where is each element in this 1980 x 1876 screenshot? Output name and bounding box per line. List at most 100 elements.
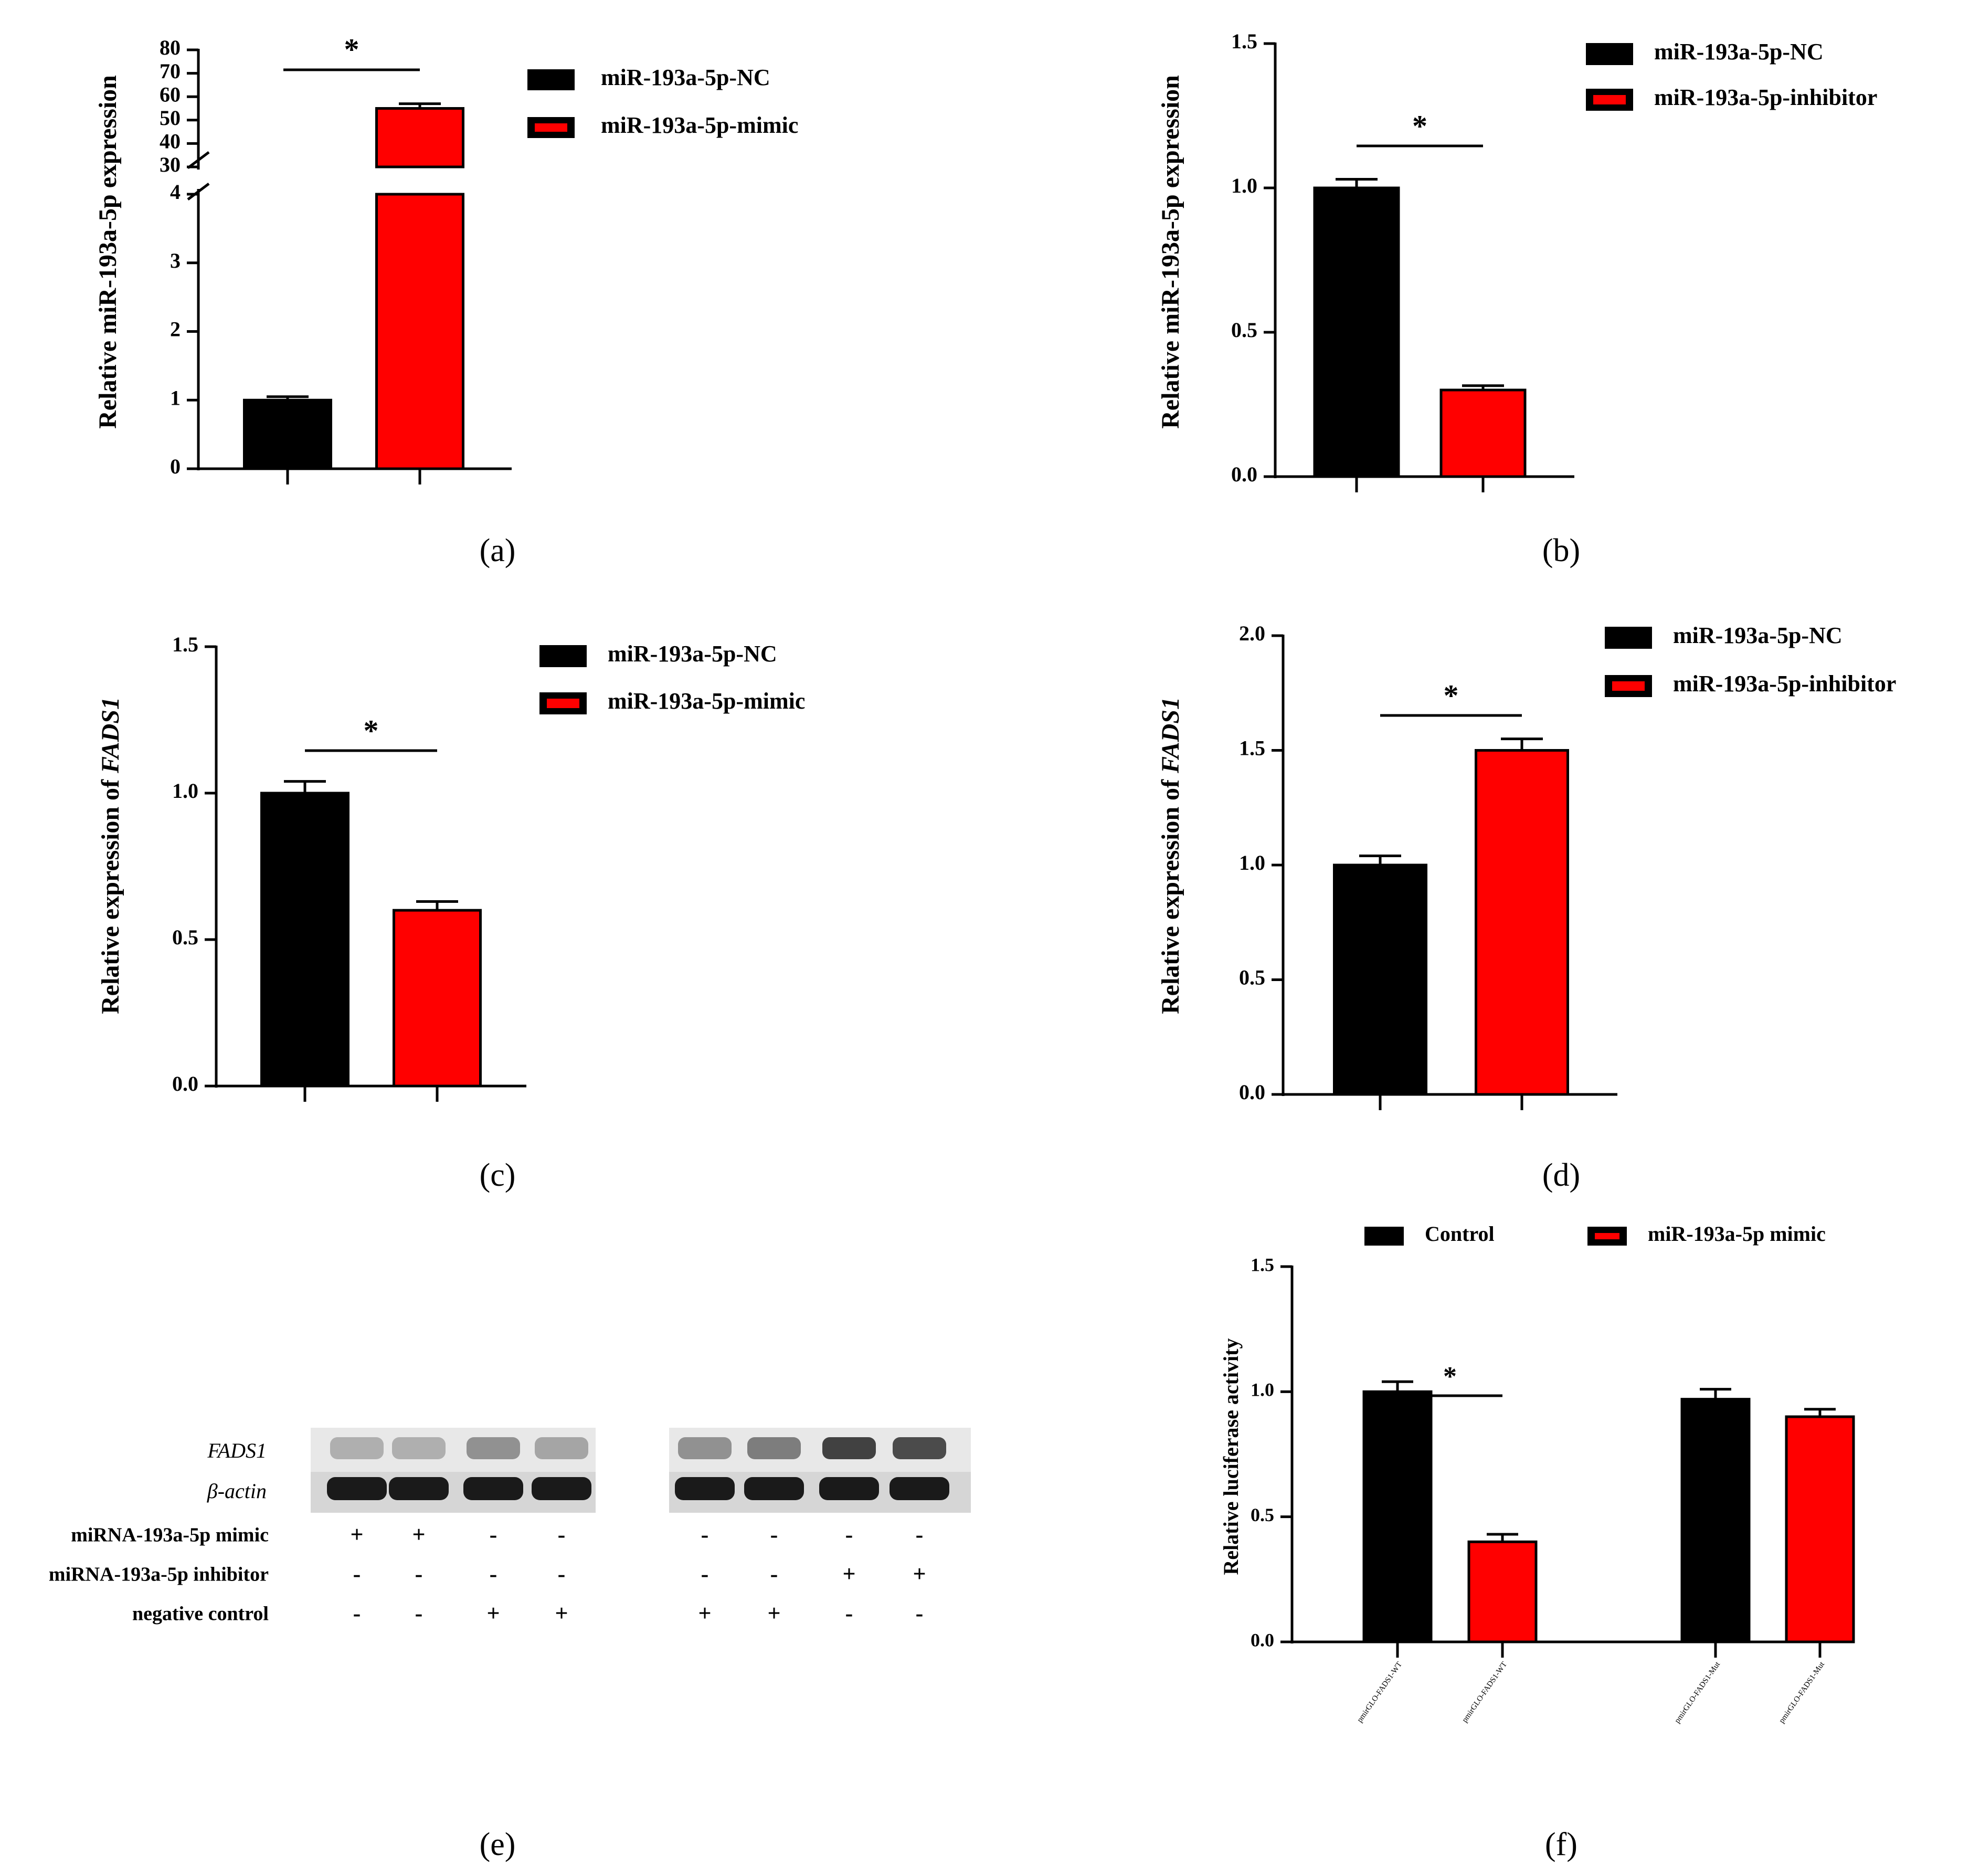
legend-label: Control xyxy=(1425,1222,1495,1246)
condition-label: negative control xyxy=(132,1603,269,1625)
bar xyxy=(1467,1540,1538,1643)
axis-break-mark xyxy=(187,151,210,169)
legend-label: miR-193a-5p mimic xyxy=(1648,1222,1826,1246)
legend-swatch xyxy=(1605,627,1652,649)
chart-panel-f: 0.0 0.5 1.0 1.5 Relative luciferase activity… xyxy=(1219,1222,1855,1862)
condition-sign: - xyxy=(701,1522,709,1547)
beta-actin-band xyxy=(327,1477,387,1500)
y-tick-label: 0.5 xyxy=(1251,1504,1274,1525)
y-tick-label: 1.0 xyxy=(172,779,198,803)
y-tick-label: 1.0 xyxy=(1251,1379,1274,1400)
legend-swatch xyxy=(1586,43,1633,65)
beta-actin-band xyxy=(463,1477,523,1500)
chart-panel-d: 0.0 0.5 1.0 1.5 2.0 Relative expression of FA… xyxy=(1157,621,1896,1193)
y-tick-label: 1.5 xyxy=(1239,736,1265,760)
bar xyxy=(375,193,464,470)
legend-swatch xyxy=(539,645,587,667)
legend-label: miR-193a-5p-NC xyxy=(601,65,770,90)
bar xyxy=(1475,749,1569,1096)
condition-sign: - xyxy=(558,1561,566,1587)
bar xyxy=(393,909,482,1088)
y-axis-label: Relative expression of FADS1 xyxy=(97,697,124,1014)
fads1-band xyxy=(392,1437,446,1459)
legend-label: miR-193a-5p-mimic xyxy=(601,112,798,138)
y-axis-label-gene: FADS1 xyxy=(1157,697,1184,774)
legend-label: miR-193a-5p-NC xyxy=(608,641,777,667)
condition-sign: + xyxy=(412,1522,425,1547)
condition-sign: - xyxy=(490,1561,497,1587)
y-tick-label: 0.5 xyxy=(1231,318,1257,342)
condition-sign: + xyxy=(767,1600,780,1626)
beta-actin-band xyxy=(389,1477,449,1500)
condition-sign: + xyxy=(913,1561,926,1587)
condition-label: miRNA-193a-5p inhibitor xyxy=(49,1564,269,1586)
y-axis-label: Relative miR-193a-5p expression xyxy=(1157,75,1184,429)
x-category-label: pmirGLO-FADS1-WT xyxy=(1356,1660,1404,1724)
legend-swatch-fill xyxy=(547,699,579,708)
y-tick-label: 1.0 xyxy=(1239,851,1265,874)
blot-gap xyxy=(596,1428,669,1513)
beta-actin-band xyxy=(675,1477,735,1500)
legend-swatch-fill xyxy=(1593,95,1626,104)
significance-star: * xyxy=(1412,109,1427,143)
condition-sign: - xyxy=(415,1600,423,1626)
fads1-band xyxy=(747,1437,801,1459)
bar xyxy=(1362,1390,1433,1643)
y-tick-label: 0.5 xyxy=(1239,966,1265,989)
legend-label: miR-193a-5p-mimic xyxy=(608,688,805,714)
legend-swatch xyxy=(1364,1227,1404,1246)
y-tick-label: 1.5 xyxy=(1231,29,1257,53)
condition-sign: + xyxy=(555,1600,568,1626)
legend-label: miR-193a-5p-inhibitor xyxy=(1654,85,1877,110)
y-tick-label: 1 xyxy=(170,386,181,409)
fads1-band xyxy=(330,1437,384,1459)
x-category-label: pmirGLO-FADS1-Mut xyxy=(1777,1660,1826,1725)
y-axis-label: Relative luciferase activity xyxy=(1219,1339,1243,1575)
y-tick-label: 4 xyxy=(170,180,181,204)
beta-actin-band xyxy=(744,1477,804,1500)
condition-sign: + xyxy=(842,1561,855,1587)
y-tick-label: 0.0 xyxy=(1239,1080,1265,1104)
significance-star: * xyxy=(1443,1362,1457,1392)
bar xyxy=(1313,186,1400,478)
y-tick-label: 2 xyxy=(170,318,181,341)
band-label-fads1: FADS1 xyxy=(207,1439,267,1462)
legend-swatch-fill xyxy=(535,123,567,132)
y-tick-label: 70 xyxy=(160,59,181,83)
y-tick-label: 0.5 xyxy=(172,925,198,949)
condition-sign: - xyxy=(845,1600,853,1626)
condition-sign: - xyxy=(916,1522,924,1547)
x-category-label: pmirGLO-FADS1-Mut xyxy=(1673,1660,1722,1725)
panel-label: (a) xyxy=(480,533,516,568)
significance-star: * xyxy=(1444,678,1459,712)
condition-sign: + xyxy=(350,1522,363,1547)
bar xyxy=(243,398,332,470)
y-tick-label: 80 xyxy=(160,36,181,59)
condition-sign: + xyxy=(698,1600,711,1626)
condition-sign: - xyxy=(558,1522,566,1547)
y-tick-label: 50 xyxy=(160,106,181,130)
y-tick-label: 0.0 xyxy=(1251,1629,1274,1650)
beta-actin-band xyxy=(890,1477,949,1500)
y-tick-label: 1.0 xyxy=(1231,174,1257,197)
beta-actin-band xyxy=(532,1477,591,1500)
axis-break-mark xyxy=(187,183,210,201)
chart-panel-c: 0.0 0.5 1.0 1.5 Relative expression of FADS1… xyxy=(97,633,805,1193)
legend-swatch xyxy=(527,69,575,90)
panel-label: (c) xyxy=(480,1157,516,1193)
condition-sign: - xyxy=(770,1561,778,1587)
bar xyxy=(1680,1398,1751,1643)
bar xyxy=(1333,863,1427,1096)
western-blot-panel: FADS1 β-actin miRNA-193a-5p mimic + + - - - - - - m… xyxy=(49,1428,971,1862)
legend-label: miR-193a-5p-inhibitor xyxy=(1673,671,1896,697)
fads1-band xyxy=(678,1437,732,1459)
panel-f-category-labels: pmirGLO-FADS1-WT pmirGLO-FADS1-WT pmirGLO-… xyxy=(1356,1660,1826,1725)
y-tick-label: 60 xyxy=(160,82,181,106)
panel-label: (b) xyxy=(1542,533,1580,568)
fads1-band xyxy=(467,1437,520,1459)
y-tick-label: 1.5 xyxy=(1251,1254,1274,1275)
y-tick-label: 3 xyxy=(170,249,181,272)
bar xyxy=(375,107,464,168)
